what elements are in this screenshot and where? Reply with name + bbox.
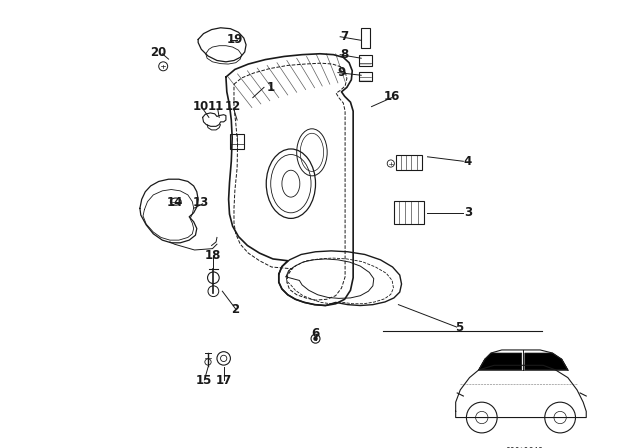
Text: 2: 2 (231, 302, 239, 316)
Text: 8: 8 (340, 48, 349, 61)
Text: 20: 20 (150, 46, 167, 60)
Text: 5: 5 (455, 320, 463, 334)
Circle shape (314, 336, 317, 341)
Text: 15: 15 (195, 374, 212, 388)
Text: 18: 18 (204, 249, 221, 262)
Polygon shape (479, 353, 522, 370)
Text: 14: 14 (166, 196, 182, 209)
Text: 13: 13 (192, 196, 209, 209)
Text: 1: 1 (267, 81, 275, 94)
Text: 4: 4 (464, 155, 472, 168)
Text: 17: 17 (216, 374, 232, 388)
Text: 6: 6 (312, 327, 319, 340)
Text: 3: 3 (464, 206, 472, 220)
Text: 11: 11 (208, 100, 224, 113)
Text: 000*0649: 000*0649 (506, 447, 544, 448)
Text: 7: 7 (340, 30, 349, 43)
Text: 12: 12 (225, 100, 241, 113)
Text: 10: 10 (193, 100, 209, 113)
Text: 16: 16 (383, 90, 400, 103)
Polygon shape (525, 353, 568, 370)
Text: 19: 19 (227, 33, 243, 46)
Text: 9: 9 (337, 66, 346, 79)
